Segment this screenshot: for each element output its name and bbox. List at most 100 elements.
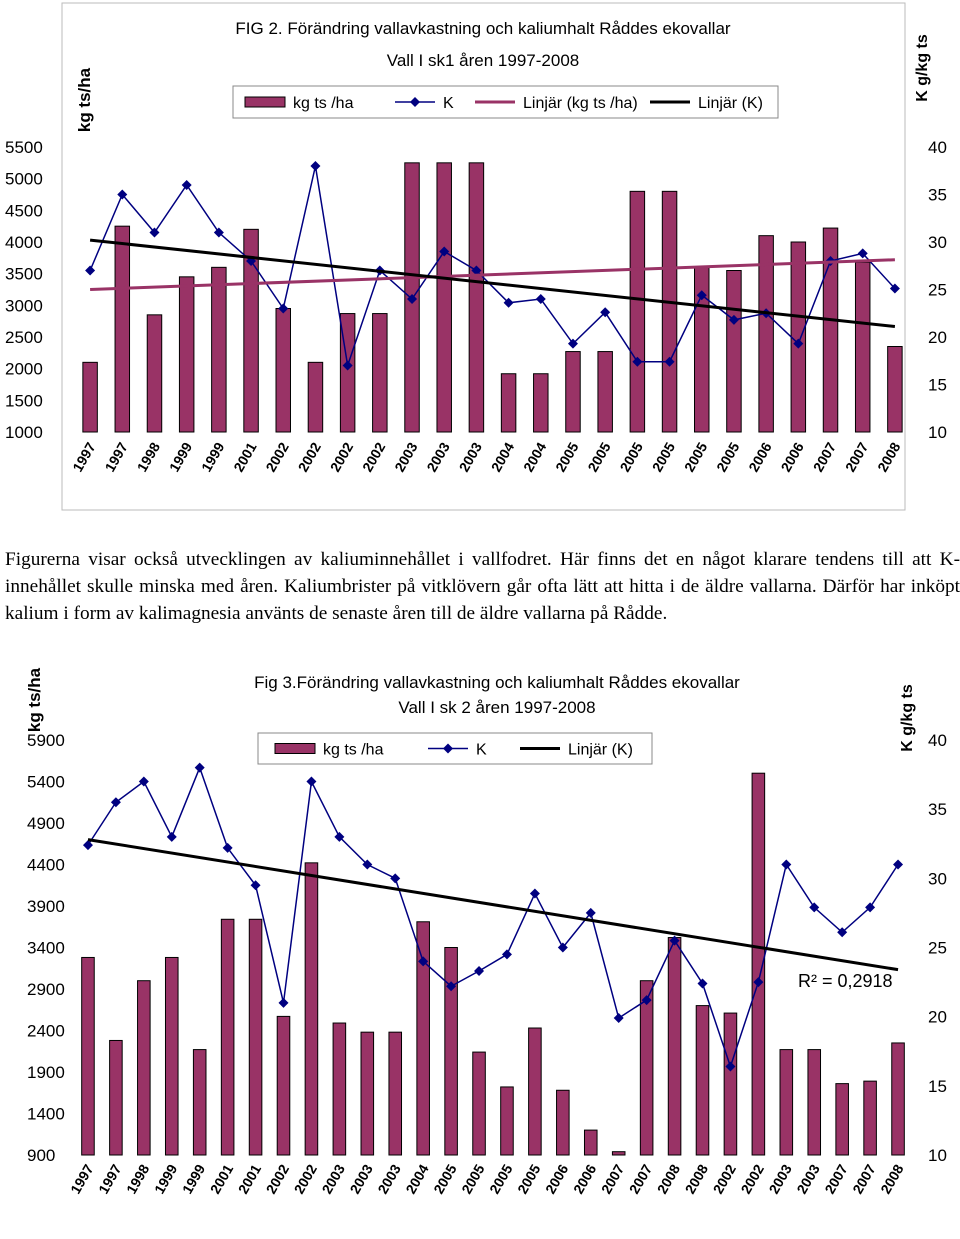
chart-title: Fig 3.Förändring vallavkastning och kali…: [254, 673, 740, 692]
trendline: [87, 838, 899, 972]
k-marker: [567, 338, 578, 349]
k-marker: [585, 907, 596, 918]
y2-tick-label: 20: [928, 1008, 947, 1027]
bar: [661, 190, 678, 433]
bar: [275, 308, 291, 433]
y2-tick-label: 10: [928, 423, 947, 442]
x-tick-label: 1997: [95, 1161, 125, 1196]
bar: [109, 1039, 123, 1156]
x-tick-label: 2002: [291, 1161, 321, 1196]
legend-label: Linjär (K): [568, 742, 633, 759]
chart-frame: [61, 2, 906, 511]
x-tick-label: 2006: [542, 1161, 572, 1196]
bar: [500, 1086, 514, 1156]
y2-tick-label: 15: [928, 376, 947, 395]
bar: [114, 225, 131, 433]
x-tick-label: 2005: [617, 439, 647, 474]
bar: [307, 361, 324, 433]
x-tick-label: 1999: [198, 439, 228, 474]
chart-subtitle: Vall I sk1 åren 1997-2008: [387, 51, 579, 70]
bar: [639, 980, 654, 1156]
bar: [556, 1089, 570, 1156]
bar: [583, 1129, 598, 1156]
bar: [723, 1012, 738, 1156]
x-tick-label: 1997: [67, 1161, 97, 1196]
chart-subtitle: Vall I sk 2 åren 1997-2008: [398, 698, 595, 717]
y-tick-label: 1400: [27, 1105, 65, 1124]
bar: [854, 261, 871, 433]
bar: [304, 862, 319, 1156]
x-tick-label: 2004: [488, 439, 518, 474]
x-tick-label: 2007: [849, 1161, 879, 1196]
k-marker: [471, 265, 482, 276]
y2-tick-label: 35: [928, 800, 947, 819]
y2-tick-label: 20: [928, 328, 947, 347]
x-tick-label: 2007: [626, 1161, 656, 1196]
x-tick-label: 1998: [123, 1161, 153, 1196]
y-axis-title: kg ts/ha: [75, 67, 94, 132]
legend-label: kg ts /ha: [323, 742, 384, 759]
k-marker: [837, 927, 848, 938]
bar: [891, 1042, 905, 1156]
bar: [164, 956, 179, 1156]
x-tick-label: 1997: [101, 439, 131, 474]
x-tick-label: 2002: [262, 439, 292, 474]
x-tick-label: 2003: [793, 1161, 823, 1196]
k-marker: [82, 840, 93, 851]
y-tick-label: 4400: [27, 856, 65, 875]
bar: [468, 162, 485, 433]
bar: [192, 1049, 207, 1156]
chart-title: FIG 2. Förändring vallavkastning och kal…: [235, 19, 730, 38]
trendline: [90, 258, 895, 291]
y2-tick-label: 35: [928, 186, 947, 205]
x-tick-label: 2001: [230, 439, 260, 474]
x-tick-label: 2005: [681, 439, 711, 474]
y-tick-label: 1000: [5, 423, 43, 442]
k-line: [89, 165, 896, 366]
bar: [611, 1151, 626, 1156]
bar: [243, 228, 259, 433]
x-tick-label: 2002: [710, 1161, 740, 1196]
x-tick-label: 2002: [327, 439, 357, 474]
bar: [695, 1005, 710, 1156]
x-tick-label: 2005: [552, 439, 582, 474]
y2-tick-label: 40: [928, 138, 947, 157]
k-marker: [334, 831, 345, 842]
bar: [211, 266, 227, 433]
x-tick-label: 2006: [745, 439, 775, 474]
x-tick-label: 2008: [682, 1161, 712, 1196]
x-tick-label: 2008: [654, 1161, 684, 1196]
legend-swatch: [244, 96, 286, 108]
k-marker: [600, 307, 611, 318]
bar: [444, 947, 458, 1156]
legend-label: kg ts /ha: [293, 95, 354, 112]
k-marker: [407, 294, 418, 304]
y2-tick-label: 10: [928, 1146, 947, 1165]
y-tick-label: 5900: [27, 731, 65, 750]
y-tick-label: 4500: [5, 201, 43, 220]
x-tick-label: 2004: [520, 439, 550, 474]
bar: [360, 1031, 375, 1156]
k-marker: [535, 294, 546, 304]
x-tick-label: 2005: [713, 439, 743, 474]
k-marker: [310, 161, 321, 171]
x-tick-label: 2001: [207, 1161, 237, 1196]
k-marker: [632, 356, 643, 367]
bar: [533, 373, 549, 433]
x-tick-label: 1999: [166, 439, 196, 474]
k-marker: [149, 227, 160, 238]
x-tick-label: 2002: [295, 439, 325, 474]
k-marker: [857, 248, 868, 259]
y-tick-label: 5000: [5, 170, 43, 189]
k-marker: [557, 942, 568, 953]
k-marker: [306, 776, 317, 787]
y2-axis-title: K g/kg ts: [914, 34, 931, 102]
bar: [146, 314, 163, 433]
y2-tick-label: 40: [928, 731, 947, 750]
k-marker: [474, 966, 485, 977]
k-marker: [725, 1061, 736, 1072]
k-marker: [641, 995, 652, 1006]
k-marker: [181, 180, 192, 190]
k-marker: [669, 935, 680, 946]
